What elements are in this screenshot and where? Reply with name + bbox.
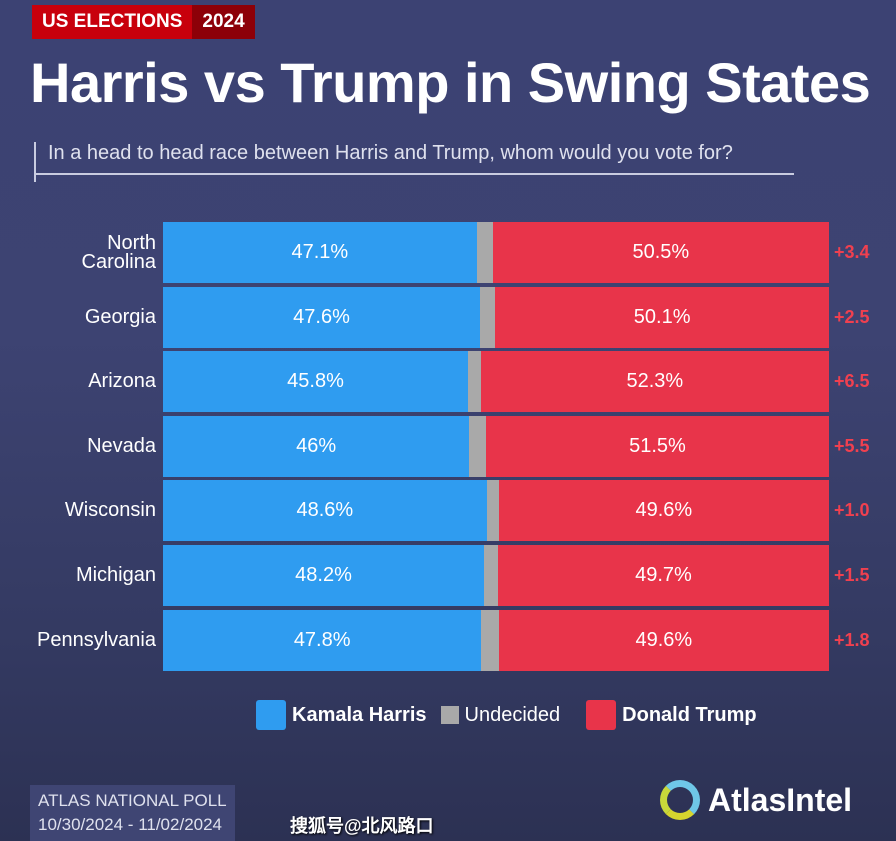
- legend-harris-label: Kamala Harris: [292, 703, 427, 726]
- legend-trump-label: Donald Trump: [622, 703, 757, 726]
- bar-kamala-harris: [163, 545, 484, 606]
- bar-undecided: [469, 415, 486, 477]
- undecided-swatch-icon: [440, 706, 459, 724]
- poll-question: In a head to head race between Harris an…: [34, 142, 794, 182]
- margin-label: +6.5: [834, 371, 870, 392]
- value-label: 45.8%: [287, 370, 344, 393]
- state-label: Georgia: [84, 305, 156, 328]
- chart-title: Harris vs Trump in Swing States: [30, 51, 871, 114]
- poll-name: ATLAS NATIONAL POLL: [38, 791, 227, 810]
- legend: Kamala Harris Undecided Donald Trump: [256, 700, 757, 730]
- bar-donald-trump: [497, 545, 829, 606]
- state-label: Wisconsin: [64, 499, 156, 522]
- margin-label: +5.5: [834, 435, 870, 456]
- value-label: 49.6%: [635, 499, 693, 522]
- margin-label: +1.0: [834, 500, 870, 521]
- legend-undecided: Undecided: [440, 703, 561, 727]
- value-label: 47.6%: [293, 305, 350, 328]
- bar-donald-trump: [498, 480, 829, 542]
- value-label: 47.8%: [293, 628, 351, 651]
- state-label: Arizona: [88, 370, 156, 393]
- bar-undecided: [468, 351, 481, 413]
- brand-name: AtlasIntel: [708, 781, 853, 818]
- bar-donald-trump: [495, 286, 829, 348]
- value-label: 49.7%: [635, 564, 692, 586]
- watermark: 搜狐号@北风路口: [290, 816, 434, 836]
- bar-undecided: [484, 545, 498, 606]
- badge-year: 2024: [192, 5, 255, 39]
- bar-donald-trump: [486, 415, 829, 477]
- bar-kamala-harris: [163, 480, 487, 542]
- margin-label: +1.8: [834, 629, 870, 650]
- brand-logo: AtlasIntel: [660, 780, 852, 820]
- value-label: 48.2%: [295, 564, 352, 586]
- bar-undecided: [476, 222, 493, 283]
- harris-avatar-icon: [256, 700, 286, 730]
- bar-kamala-harris: [163, 609, 482, 671]
- question-text: In a head to head race between Harris an…: [48, 142, 733, 164]
- bar-undecided: [486, 480, 499, 542]
- bar-undecided: [481, 609, 499, 671]
- value-label: 46%: [296, 434, 337, 457]
- value-label: 48.6%: [296, 499, 354, 522]
- state-label: Pennsylvania: [37, 628, 156, 651]
- bar-kamala-harris: [163, 415, 470, 477]
- value-label: 47.1%: [291, 241, 349, 263]
- bar-donald-trump: [498, 609, 829, 671]
- badge-label: US ELECTIONS: [32, 5, 193, 39]
- value-label: 50.5%: [632, 241, 690, 263]
- margin-label: +3.4: [834, 242, 870, 262]
- trump-avatar-icon: [586, 700, 617, 730]
- bar-kamala-harris: [163, 222, 477, 283]
- value-label: 52.3%: [626, 370, 684, 393]
- margin-label: +2.5: [834, 306, 870, 327]
- bar-kamala-harris: [163, 351, 469, 413]
- poll-source: ATLAS NATIONAL POLL 10/30/2024 - 11/02/20…: [30, 785, 235, 841]
- state-label: North Carolina: [81, 232, 156, 273]
- bar-kamala-harris: [163, 286, 481, 348]
- margin-label: +1.5: [834, 565, 870, 585]
- atlas-logo-icon: [660, 780, 700, 820]
- bar-donald-trump: [480, 351, 829, 413]
- state-label: Michigan: [75, 564, 156, 586]
- legend-trump: Donald Trump: [586, 700, 757, 730]
- poll-dates: 10/30/2024 - 11/02/2024: [38, 815, 223, 834]
- value-label: 49.6%: [635, 628, 693, 651]
- legend-undecided-label: Undecided: [464, 703, 561, 726]
- bar-undecided: [480, 286, 496, 348]
- section-badge: US ELECTIONS 2024: [32, 5, 255, 39]
- value-label: 51.5%: [629, 434, 686, 457]
- bar-donald-trump: [492, 222, 829, 283]
- legend-harris: Kamala Harris: [256, 700, 427, 730]
- state-label: Nevada: [87, 434, 156, 457]
- value-label: 50.1%: [633, 305, 691, 328]
